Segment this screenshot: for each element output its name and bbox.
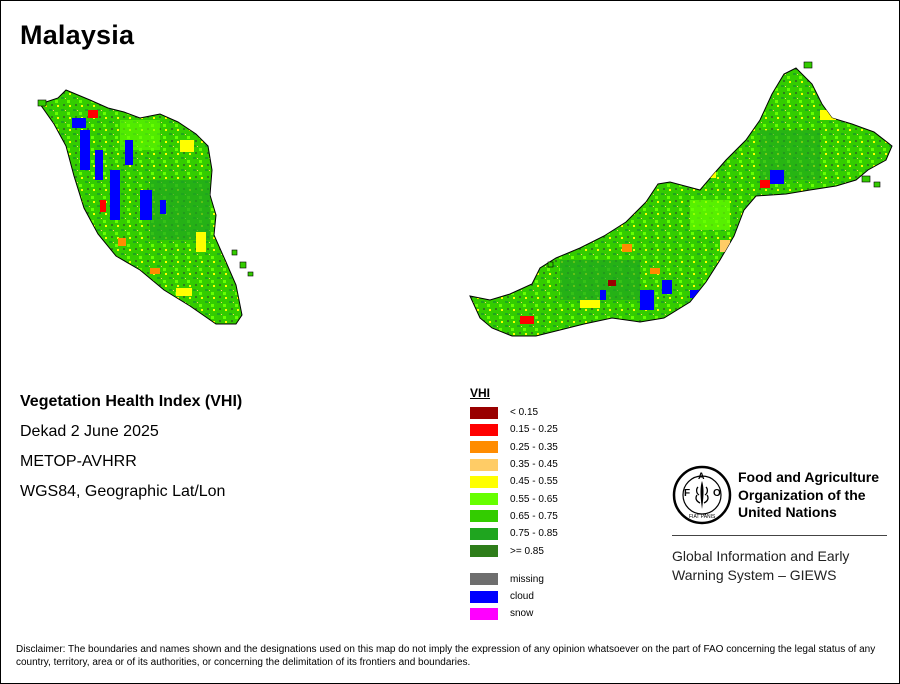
fao-name: Food and Agriculture Organization of the… xyxy=(738,469,880,520)
legend-class-swatch xyxy=(470,545,498,558)
legend-class-row: 0.45 - 0.55 xyxy=(470,473,558,490)
peninsula-islands xyxy=(37,99,254,277)
legend-class-label: 0.55 - 0.65 xyxy=(510,493,558,505)
legend-other-swatch xyxy=(470,573,498,586)
projection-label: WGS84, Geographic Lat/Lon xyxy=(20,483,226,500)
map-title: Malaysia xyxy=(20,20,135,50)
vhi-map xyxy=(37,61,893,337)
legend-class-swatch xyxy=(470,527,498,540)
peninsular-malaysia xyxy=(39,89,243,325)
legend-class-swatch xyxy=(470,510,498,523)
legend-class-row: 0.35 - 0.45 xyxy=(470,456,558,473)
borneo-islands xyxy=(547,61,881,268)
fao-logo-f: F xyxy=(684,488,690,499)
legend-class-label: 0.45 - 0.55 xyxy=(510,476,558,488)
period-label: Dekad 2 June 2025 xyxy=(20,423,159,440)
fao-logo-a: A xyxy=(698,471,705,481)
fao-logo: F A O FIAT PANIS xyxy=(672,465,732,525)
legend-other-row: snow xyxy=(470,605,558,622)
legend-class-label: 0.25 - 0.35 xyxy=(510,441,558,453)
fao-motto: FIAT PANIS xyxy=(689,514,716,520)
legend-class-label: 0.75 - 0.85 xyxy=(510,528,558,540)
legend-class-row: 0.55 - 0.65 xyxy=(470,490,558,507)
legend-classes: < 0.15 0.15 - 0.25 0.25 - 0.35 0.35 - 0.45 0… xyxy=(470,404,558,560)
east-malaysia xyxy=(469,67,893,337)
legend-class-label: 0.65 - 0.75 xyxy=(510,510,558,522)
legend-class-swatch xyxy=(470,423,498,436)
legend-class-swatch xyxy=(470,441,498,454)
fao-logo-o: O xyxy=(713,488,721,499)
legend-class-label: < 0.15 xyxy=(510,407,539,419)
fao-divider xyxy=(672,535,887,536)
legend-class-swatch xyxy=(470,458,498,471)
legend-class-row: 0.25 - 0.35 xyxy=(470,439,558,456)
legend-other-label: missing xyxy=(510,573,544,585)
legend-title: VHI xyxy=(470,386,491,400)
legend-class-label: >= 0.85 xyxy=(510,545,544,557)
legend-other-row: missing xyxy=(470,571,558,588)
map-legend: VHI < 0.15 0.15 - 0.25 0.25 - 0.35 0.35 - 0… xyxy=(470,386,558,623)
giews-label: Global Information and Early Warning Sys… xyxy=(672,548,850,583)
index-name: Vegetation Health Index (VHI) xyxy=(20,393,243,410)
legend-other: missing cloud snow xyxy=(470,571,558,623)
legend-class-label: 0.15 - 0.25 xyxy=(510,424,558,436)
legend-other-label: snow xyxy=(510,608,534,620)
map-info: Vegetation Health Index (VHI) Dekad 2 Ju… xyxy=(20,392,242,512)
legend-class-swatch xyxy=(470,493,498,506)
legend-class-swatch xyxy=(470,475,498,488)
legend-other-swatch xyxy=(470,607,498,620)
legend-class-row: >= 0.85 xyxy=(470,542,558,559)
legend-class-row: 0.75 - 0.85 xyxy=(470,525,558,542)
legend-other-swatch xyxy=(470,590,498,603)
legend-class-label: 0.35 - 0.45 xyxy=(510,459,558,471)
legend-class-row: 0.15 - 0.25 xyxy=(470,421,558,438)
legend-class-row: < 0.15 xyxy=(470,404,558,421)
legend-class-row: 0.65 - 0.75 xyxy=(470,508,558,525)
disclaimer: Disclaimer: The boundaries and names sho… xyxy=(16,644,876,668)
sensor-label: METOP-AVHRR xyxy=(20,453,137,470)
legend-other-row: cloud xyxy=(470,588,558,605)
legend-other-label: cloud xyxy=(510,591,534,603)
legend-class-swatch xyxy=(470,406,498,419)
